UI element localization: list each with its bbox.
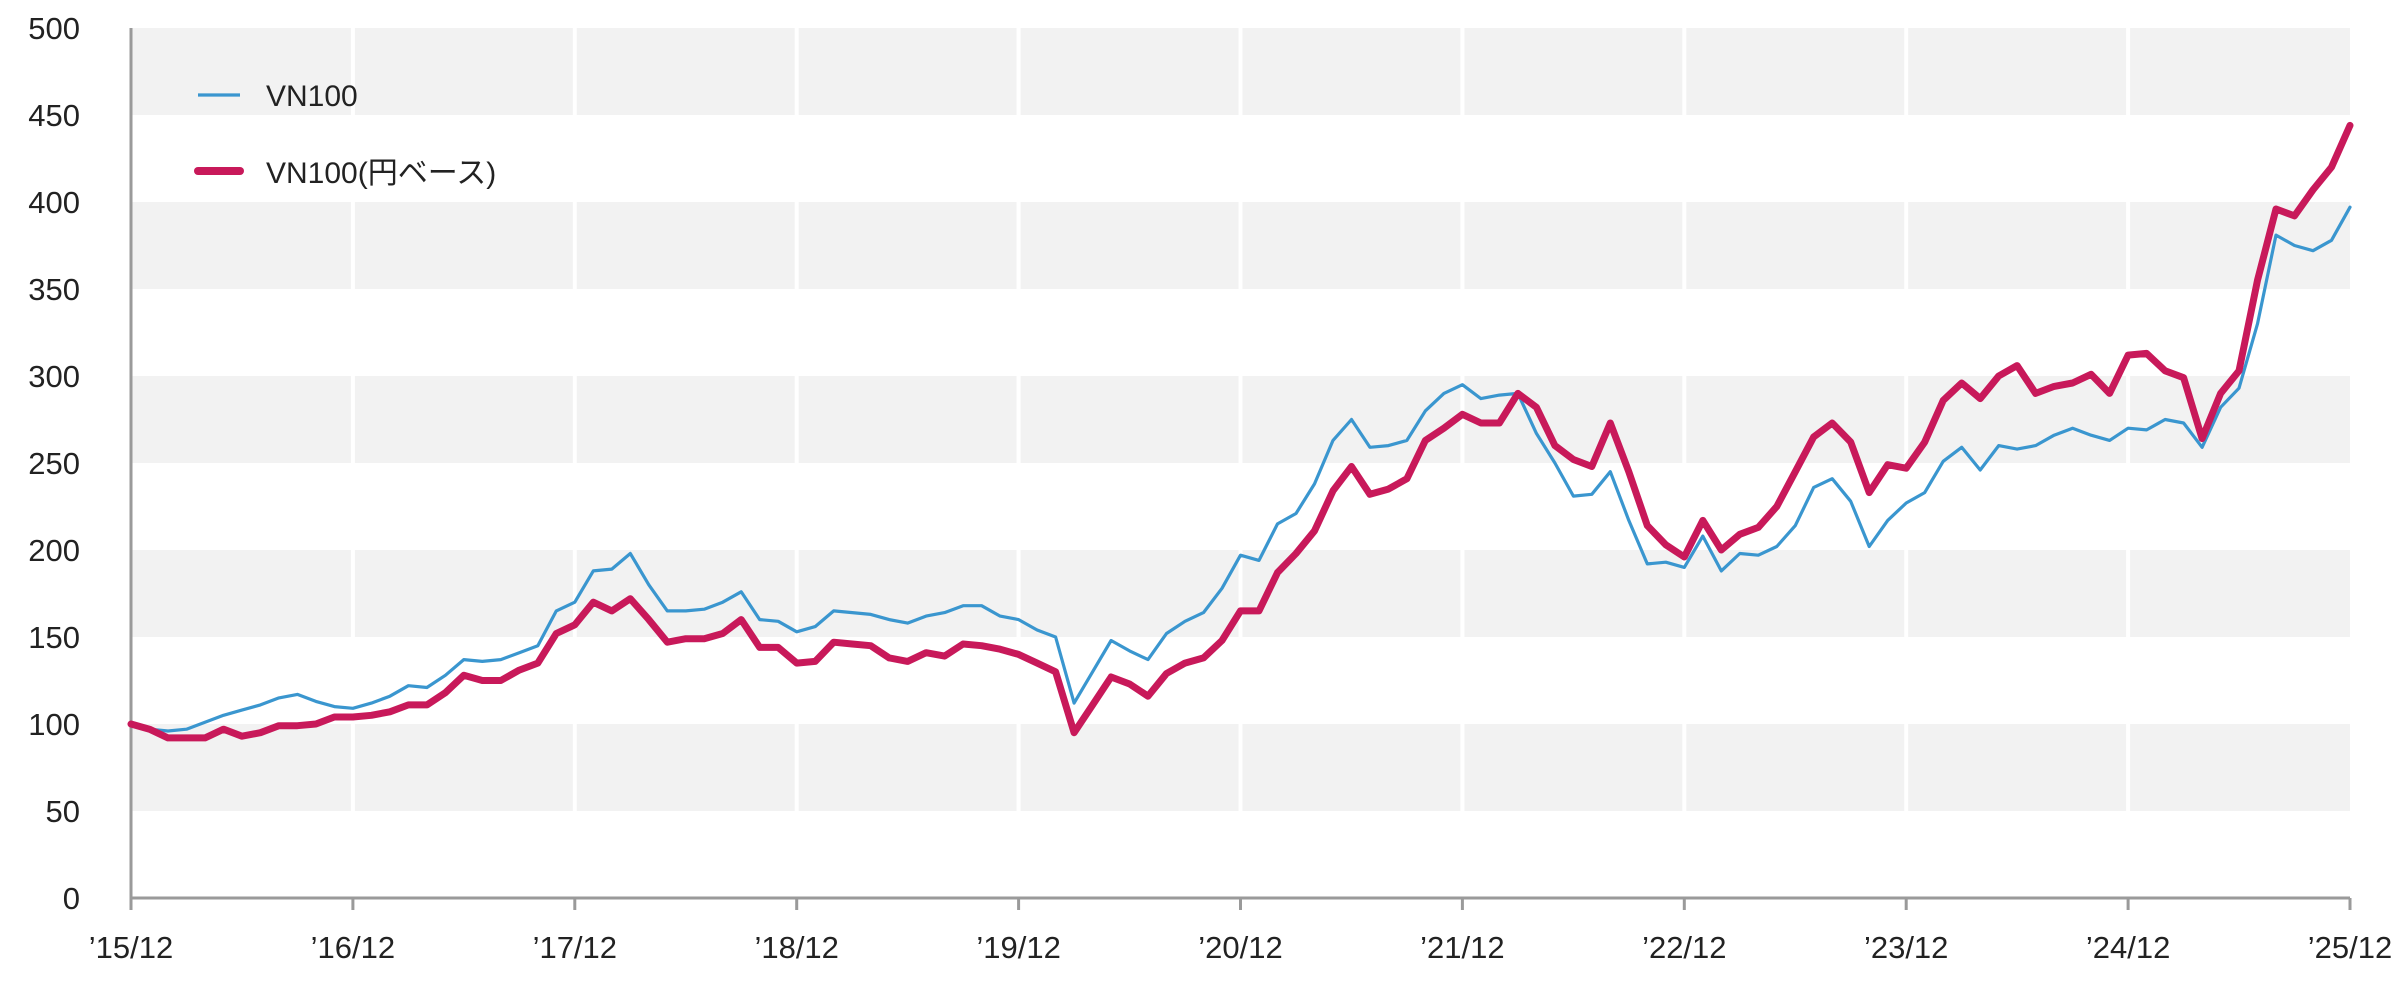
y-tick-label: 150 <box>28 620 80 655</box>
x-tick-label: ’20/12 <box>1198 930 1282 965</box>
x-tick-label: ’16/12 <box>311 930 395 965</box>
y-tick-label: 300 <box>28 359 80 394</box>
y-tick-label: 50 <box>46 794 80 829</box>
y-tick-label: 200 <box>28 533 80 568</box>
legend-label-vn100-yen: VN100(円ベース) <box>266 157 496 190</box>
y-tick-label: 0 <box>63 881 80 916</box>
x-tick-label: ’24/12 <box>2086 930 2170 965</box>
y-tick-label: 250 <box>28 446 80 481</box>
x-tick-label: ’15/12 <box>89 930 173 965</box>
vertical-gridlines <box>350 28 2131 898</box>
y-tick-label: 100 <box>28 707 80 742</box>
x-tick-label: ’23/12 <box>1864 930 1948 965</box>
x-tick-label: ’18/12 <box>754 930 838 965</box>
legend-label-vn100: VN100 <box>266 80 358 113</box>
x-tick-label: ’22/12 <box>1642 930 1726 965</box>
y-tick-label: 350 <box>28 272 80 307</box>
legend: VN100 VN100(円ベース) <box>194 80 496 190</box>
x-tick-label: ’21/12 <box>1420 930 1504 965</box>
x-tick-label: ’19/12 <box>976 930 1060 965</box>
y-tick-label: 400 <box>28 185 80 220</box>
series-line-vn100-yen <box>127 121 2354 742</box>
series-line-vn100 <box>129 205 2352 733</box>
y-axis-ticks: 0 50 100 150 200 250 300 350 400 450 500 <box>28 11 80 916</box>
x-tick-label: ’17/12 <box>533 930 617 965</box>
x-axis-ticks: ’15/12 ’16/12 ’17/12 ’18/12 ’19/12 ’20/12 ’21/… <box>89 898 2392 965</box>
series-lines <box>127 121 2354 742</box>
axes <box>129 28 2350 900</box>
x-tick-label: ’25/12 <box>2308 930 2392 965</box>
y-tick-label: 450 <box>28 98 80 133</box>
y-tick-label: 500 <box>28 11 80 46</box>
